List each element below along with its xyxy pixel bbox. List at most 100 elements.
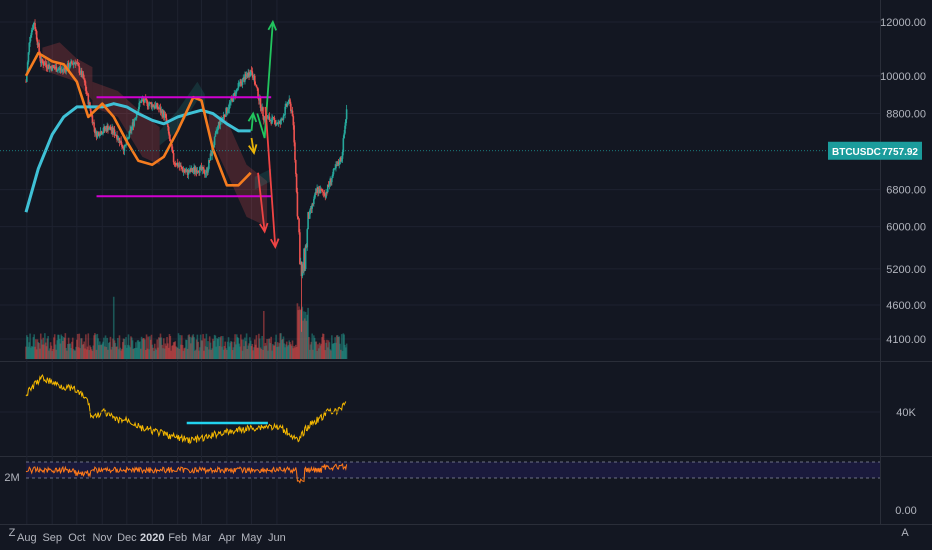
candle-body: [244, 74, 246, 82]
volume-bar: [250, 345, 253, 359]
volume-bar: [88, 350, 90, 359]
price-tick-label: 8800.00: [886, 109, 926, 121]
oscillator-pane: [25, 461, 880, 484]
volume-bar: [67, 343, 69, 359]
volume-bar: [115, 346, 117, 359]
volume-bar: [265, 345, 268, 359]
symbol-label: BTCUSDC: [832, 147, 881, 158]
candle-body: [172, 153, 175, 163]
candle-body: [158, 107, 161, 109]
volume-bar: [61, 336, 63, 359]
volume-bar: [119, 347, 122, 359]
candle-body: [263, 116, 266, 121]
candle-body: [262, 107, 264, 117]
candle-body: [317, 187, 319, 193]
time-tick-label: Aug: [17, 532, 37, 544]
volume-bar: [103, 346, 106, 359]
candle-body: [342, 138, 345, 152]
volume-bar: [105, 346, 108, 359]
candle-body: [272, 117, 275, 118]
candle-body: [63, 68, 66, 70]
volume-bar: [130, 337, 133, 359]
volume-bar: [212, 340, 215, 359]
candle-body: [180, 165, 182, 167]
volume-bar: [117, 349, 120, 359]
volume-bar: [83, 341, 86, 359]
candle-body: [57, 69, 59, 71]
volume-bar: [239, 346, 241, 359]
volume-bar: [259, 347, 262, 359]
candle-body: [74, 62, 76, 65]
volume-bar: [236, 337, 239, 359]
candle-body: [84, 80, 86, 86]
volume-bar: [209, 342, 212, 359]
volume-bar: [270, 336, 272, 359]
volume-bar: [294, 344, 297, 359]
volume-bar: [345, 343, 348, 359]
candle-body: [96, 132, 99, 138]
candle-body: [285, 103, 287, 107]
volume-bar: [277, 346, 280, 359]
candle-body: [41, 58, 44, 62]
candle-body: [293, 125, 295, 143]
candle-body: [209, 153, 212, 161]
volume-bar: [327, 340, 330, 359]
time-tick-label: Feb: [168, 532, 187, 544]
volume-bar: [281, 338, 284, 359]
last-price-tag: [828, 141, 922, 160]
volume-bar: [103, 337, 105, 359]
candle-body: [130, 126, 133, 131]
volume-bar: [258, 338, 261, 359]
volume-bar: [254, 344, 257, 359]
volume-bar: [27, 346, 30, 359]
volume-bar: [70, 348, 72, 359]
volume-bar: [176, 347, 179, 359]
candle-body: [278, 121, 281, 123]
candle-body: [26, 72, 28, 82]
candle-body: [206, 170, 209, 173]
candle-body: [135, 117, 137, 119]
candle-body: [108, 127, 111, 129]
volume-bar: [247, 345, 250, 359]
candle-body: [61, 69, 63, 71]
volume-bar: [282, 336, 285, 359]
volume-bar: [189, 336, 191, 359]
volume-bar: [64, 333, 67, 359]
volume-bar: [108, 342, 111, 359]
candle-body: [230, 98, 232, 103]
volume-bar: [62, 341, 64, 359]
candle-body: [147, 106, 149, 107]
candle-body: [105, 127, 108, 132]
candle-body: [159, 107, 162, 113]
candle-body: [150, 103, 153, 108]
volume-bar: [222, 349, 225, 359]
candle-body: [223, 114, 226, 116]
volume-bar: [86, 346, 89, 359]
price-tick-label: 4600.00: [886, 300, 926, 312]
volume-bar: [141, 339, 144, 359]
volume-bar: [309, 344, 312, 359]
volume-bar: [90, 349, 93, 359]
volume-bar: [329, 349, 332, 359]
candle-body: [288, 99, 291, 102]
candle-body: [76, 62, 78, 64]
volume-bar: [45, 346, 48, 359]
candle-body: [187, 170, 190, 175]
candle-body: [324, 195, 327, 198]
volume-bar: [314, 341, 317, 359]
candle-body: [124, 145, 127, 147]
volume-bar: [53, 337, 55, 359]
price-tick-label: 12000.00: [880, 17, 926, 29]
candle-body: [174, 163, 177, 165]
volume-bar: [237, 338, 240, 359]
volume-bar: [82, 343, 85, 359]
volume-bar: [161, 344, 163, 359]
volume-bar: [225, 348, 227, 359]
volume-bar: [148, 349, 150, 359]
candle-body: [222, 114, 225, 118]
volume-bar: [120, 350, 122, 359]
volume-bar: [110, 349, 113, 359]
candle-body: [98, 132, 100, 137]
candle-body: [178, 165, 181, 167]
